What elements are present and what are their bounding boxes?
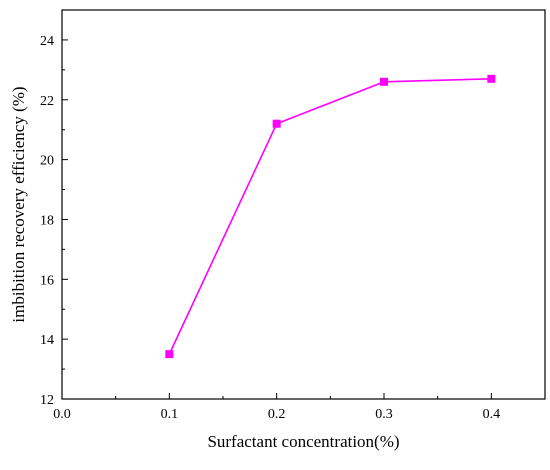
x-tick-label: 0.4	[483, 407, 501, 422]
data-point-marker	[487, 74, 496, 83]
y-tick-label: 20	[40, 154, 54, 169]
y-tick-label: 18	[40, 213, 54, 228]
data-point-marker	[272, 119, 281, 128]
y-tick-label: 22	[40, 94, 54, 109]
plot-frame	[61, 9, 546, 400]
y-tick-label: 14	[40, 333, 54, 348]
x-tick-label: 0.1	[161, 407, 179, 422]
y-tick-label: 16	[40, 273, 54, 288]
x-tick-label: 0.0	[53, 407, 71, 422]
x-tick-label: 0.2	[268, 407, 286, 422]
x-axis-label: Surfactant concentration(%)	[207, 432, 399, 451]
y-tick-label: 24	[40, 34, 54, 49]
series-layer	[165, 74, 496, 359]
data-point-marker	[380, 77, 388, 86]
y-axis-ticks: 12 14 16 18 20 22 24	[40, 34, 68, 408]
y-axis-label: imbibition recovery efficiency (%)	[9, 86, 28, 322]
x-tick-label: 0.3	[375, 407, 393, 422]
x-axis-ticks: 0.0 0.1 0.2 0.3 0.4	[53, 393, 500, 422]
data-point-marker	[165, 350, 174, 359]
series-line	[168, 78, 492, 355]
y-tick-label: 12	[40, 393, 54, 408]
